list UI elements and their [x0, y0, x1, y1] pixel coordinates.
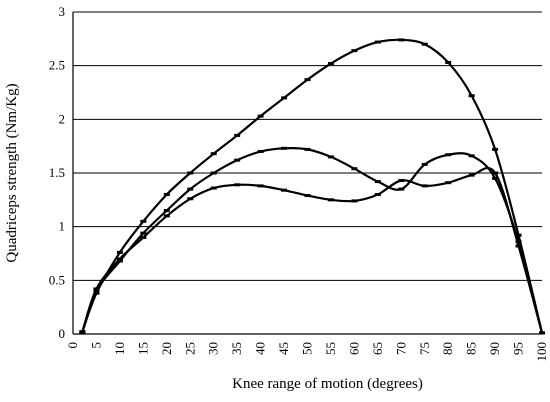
data-point: [163, 214, 170, 218]
data-point: [234, 133, 241, 137]
data-point: [304, 194, 311, 198]
data-point: [398, 179, 405, 183]
data-point: [445, 153, 452, 157]
x-tick-label: 55: [323, 342, 338, 355]
y-tick-label: 2.5: [49, 58, 65, 73]
x-tick-label: 65: [370, 342, 385, 355]
horizontal-gridlines: [73, 11, 542, 281]
data-point: [539, 331, 545, 335]
data-point: [116, 257, 123, 261]
y-tick-labels: 0 0.5 1 1.5 2 2.5 3: [49, 4, 65, 341]
data-point: [187, 171, 194, 175]
series-line-1: [81, 38, 544, 334]
data-point: [140, 235, 147, 239]
data-point: [304, 78, 311, 82]
data-point: [351, 167, 358, 171]
data-point: [281, 188, 288, 192]
x-tick-label: 70: [393, 342, 408, 355]
x-tick-label: 25: [182, 342, 197, 355]
data-point: [445, 60, 452, 64]
x-tick-label: 50: [300, 342, 315, 355]
y-tick-label: 2: [59, 111, 66, 126]
data-point: [187, 197, 194, 201]
data-point: [140, 219, 147, 223]
data-point: [374, 180, 381, 184]
x-tick-label: 60: [346, 342, 361, 355]
y-tick-label: 1.5: [49, 165, 65, 180]
data-point: [163, 209, 170, 213]
data-point: [398, 187, 405, 191]
data-point: [374, 40, 381, 44]
data-point: [421, 184, 428, 188]
y-tick-label: 0: [59, 326, 66, 341]
data-point: [492, 176, 499, 180]
data-point: [257, 114, 264, 118]
data-point: [304, 147, 311, 151]
axes: [72, 12, 542, 335]
data-point: [257, 150, 264, 154]
data-point: [79, 330, 86, 334]
data-point: [515, 244, 522, 248]
x-tick-label: 75: [417, 342, 432, 355]
data-point: [327, 198, 334, 202]
data-point: [116, 250, 123, 254]
data-point: [492, 147, 499, 151]
data-point: [210, 171, 217, 175]
data-point: [93, 287, 100, 291]
data-point: [468, 173, 475, 177]
data-point: [281, 96, 288, 100]
data-point: [234, 158, 241, 162]
data-point: [468, 154, 475, 158]
x-tick-label: 45: [276, 342, 291, 355]
x-tick-label: 100: [534, 342, 549, 362]
series-line-3: [81, 166, 544, 334]
x-axis-title: Knee range of motion (degrees): [232, 376, 423, 392]
x-tick-label: 20: [159, 342, 174, 355]
data-point: [515, 233, 522, 237]
data-point: [116, 259, 123, 263]
x-tick-label: 95: [511, 342, 526, 355]
x-tick-label: 80: [440, 342, 455, 355]
data-point: [515, 240, 522, 244]
data-point: [421, 42, 428, 46]
data-point: [210, 152, 217, 156]
data-point: [398, 38, 405, 42]
x-tick-label: 5: [88, 342, 103, 349]
data-point: [163, 192, 170, 196]
x-tick-label: 40: [253, 342, 268, 355]
y-tick-label: 0.5: [49, 272, 65, 287]
x-tick-label: 30: [206, 342, 221, 355]
data-point: [351, 49, 358, 53]
data-point: [93, 289, 100, 293]
x-tick-label: 35: [229, 342, 244, 355]
x-tick-label: 90: [487, 342, 502, 355]
data-point: [93, 291, 100, 295]
data-point: [327, 155, 334, 159]
data-markers: [79, 38, 545, 335]
data-point: [421, 162, 428, 166]
data-point: [257, 184, 264, 188]
data-point: [468, 94, 475, 98]
y-tick-label: 1: [59, 219, 66, 234]
data-point: [445, 181, 452, 185]
data-point: [140, 231, 147, 235]
data-point: [234, 183, 241, 187]
series-lines: [81, 38, 544, 334]
data-point: [351, 199, 358, 203]
x-tick-labels: 0 5 10 15 20 25 30 35 40 45 50 55 60 65 70 75 80 85 90 95 10…: [65, 342, 549, 362]
data-point: [187, 187, 194, 191]
x-tick-label: 85: [464, 342, 479, 355]
data-point: [327, 62, 334, 66]
data-point: [210, 186, 217, 190]
x-tick-label: 0: [65, 342, 80, 349]
y-tick-label: 3: [59, 4, 66, 19]
data-point: [374, 192, 381, 196]
data-point: [281, 146, 288, 150]
y-axis-title: Quadriceps strength (Nm/Kg): [4, 83, 20, 262]
x-tick-label: 10: [112, 342, 127, 355]
data-point: [492, 171, 499, 175]
x-tick-label: 15: [135, 342, 150, 355]
